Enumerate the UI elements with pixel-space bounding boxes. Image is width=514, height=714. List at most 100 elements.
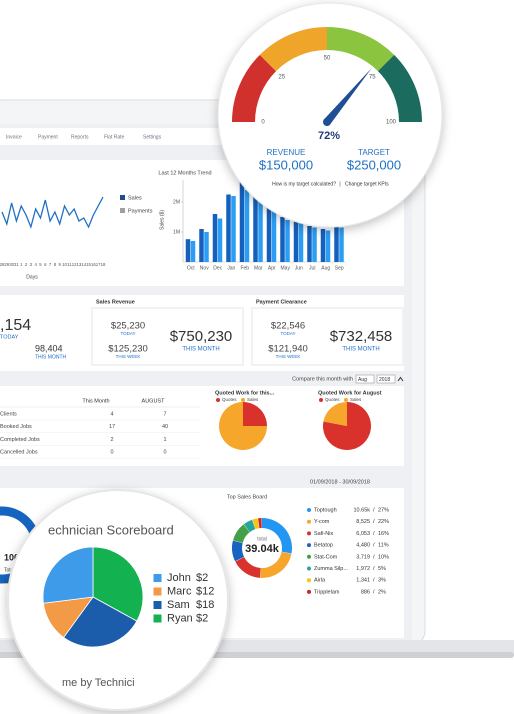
donut-total-label: total [257, 536, 266, 542]
card-month: $732,458 [330, 328, 393, 345]
seller-amount: 8,525 [356, 519, 370, 525]
bar [320, 229, 326, 262]
table-cell: 40 [162, 424, 168, 430]
slash: / [373, 578, 375, 584]
gauge-value: 72% [318, 130, 340, 142]
pie-slice [42, 546, 94, 604]
technician-name: John [167, 572, 191, 584]
technician-amount: $12 [196, 585, 214, 597]
donut-segment [233, 524, 250, 543]
seller-name: Toptough [314, 507, 337, 513]
card-title: Payment Clearance [256, 299, 307, 305]
seller-name: Safi-Nix [314, 531, 334, 537]
y-axis-label: Sales ($) [159, 210, 165, 230]
seller-amount: 886 [361, 589, 370, 595]
pie-slice [243, 402, 267, 426]
technician-amount: $2 [196, 572, 208, 584]
pie-slice [63, 596, 138, 648]
x-tick-label: 1 [20, 262, 23, 267]
pie-slice [323, 402, 347, 426]
board-title: Top Sales Board [227, 494, 267, 500]
collapse-arrow [397, 376, 404, 382]
month-select-value: Aug [358, 377, 367, 383]
table-cell: 2 [110, 437, 113, 443]
card-today-label: TODAY [280, 331, 295, 336]
legend-dot [344, 398, 348, 402]
nav-item[interactable]: Settings [143, 134, 162, 140]
card-today: $25,230 [111, 321, 145, 332]
needle-hub [323, 118, 331, 126]
bar [266, 202, 272, 262]
x-tick-label: Jan [227, 265, 235, 271]
technician-amount: $2 [196, 612, 208, 624]
legend-dot [216, 398, 220, 402]
x-tick-label: Feb [240, 265, 249, 271]
x-tick-label: 13 [77, 262, 82, 267]
x-tick-label: Jul [309, 265, 315, 271]
year-select-value: 2018 [379, 377, 390, 383]
seller-percent: 27% [378, 507, 389, 513]
pie-title: Quoted Work for this... [215, 390, 275, 396]
donut-segment [235, 557, 261, 578]
seller-percent: 10% [378, 554, 389, 560]
gauge-needle [323, 68, 372, 125]
card [91, 307, 244, 366]
card-month-label: THIS MONTH [342, 347, 379, 353]
legend-swatch [120, 208, 125, 213]
nav-item[interactable]: Flat Rate [104, 134, 125, 140]
x-tick-label: 29 [4, 262, 9, 267]
card-week-label: THIS WEEK [116, 354, 141, 359]
legend-label: Sales [128, 195, 142, 201]
technician-scoreboard: echnician Scoreboard John $2 Marc $12 Sam $18R… [42, 522, 214, 689]
target-help-link[interactable]: How is my target calculated? [272, 181, 336, 187]
bar [199, 229, 204, 262]
x-tick-label: 15 [86, 262, 91, 267]
kpi-link[interactable]: Change target KPIs [345, 181, 389, 187]
table-cell: Completed Jobs [0, 437, 40, 443]
nav-item[interactable]: Payment [38, 134, 58, 140]
legend-dot [307, 543, 311, 548]
bar [231, 196, 236, 262]
card-month-label: THIS MONTH [182, 347, 219, 353]
nav-item[interactable]: Reports [71, 134, 89, 140]
x-tick-label: 6 [44, 262, 47, 267]
legend-swatch [152, 613, 163, 624]
x-tick-label: 17 [96, 262, 101, 267]
gauge-tick-label: 50 [324, 56, 331, 62]
legend-label: Sales [247, 397, 259, 402]
legend-dot [241, 398, 245, 402]
seller-name: Zumma Silp... [314, 566, 348, 572]
bar [334, 224, 339, 262]
date-range: 01/09/2018 - 30/09/2018 [310, 479, 370, 485]
x-tick-label: 31 [14, 262, 19, 267]
slash: / [373, 566, 375, 572]
bar [226, 194, 231, 262]
card-week: $125,230 [108, 344, 148, 355]
summary-month: 98,404 [35, 343, 63, 353]
pie-slice [219, 402, 267, 450]
gauge-band [327, 27, 395, 72]
summary-value: ,154 [0, 317, 31, 334]
donut-segment [258, 518, 262, 529]
card-week-label: THIS WEEK [276, 354, 301, 359]
donut-segment [243, 519, 256, 533]
seller-name: Airla [314, 578, 326, 584]
table-cell: Cancelled Jobs [0, 450, 38, 456]
donut-total: 39.04k [245, 543, 280, 555]
table-cell: 0 [163, 450, 166, 456]
seller-percent: 11% [378, 543, 389, 549]
y-tick-label: 1M [173, 229, 180, 235]
bar [185, 239, 191, 262]
year-select[interactable] [376, 374, 396, 384]
x-axis-label: Days [26, 274, 38, 280]
seller-amount: 4,480 [356, 543, 370, 549]
seller-amount: 3,719 [356, 554, 370, 560]
card-week: $121,940 [268, 344, 308, 355]
card [251, 307, 404, 366]
x-tick-label: 2 [25, 262, 28, 267]
legend-swatch [152, 586, 163, 597]
nav-item[interactable]: Invoice [6, 134, 22, 140]
table-cell: Booked Jobs [0, 424, 32, 430]
pie-title: Quoted Work for August [318, 390, 382, 396]
month-select[interactable] [355, 374, 375, 384]
